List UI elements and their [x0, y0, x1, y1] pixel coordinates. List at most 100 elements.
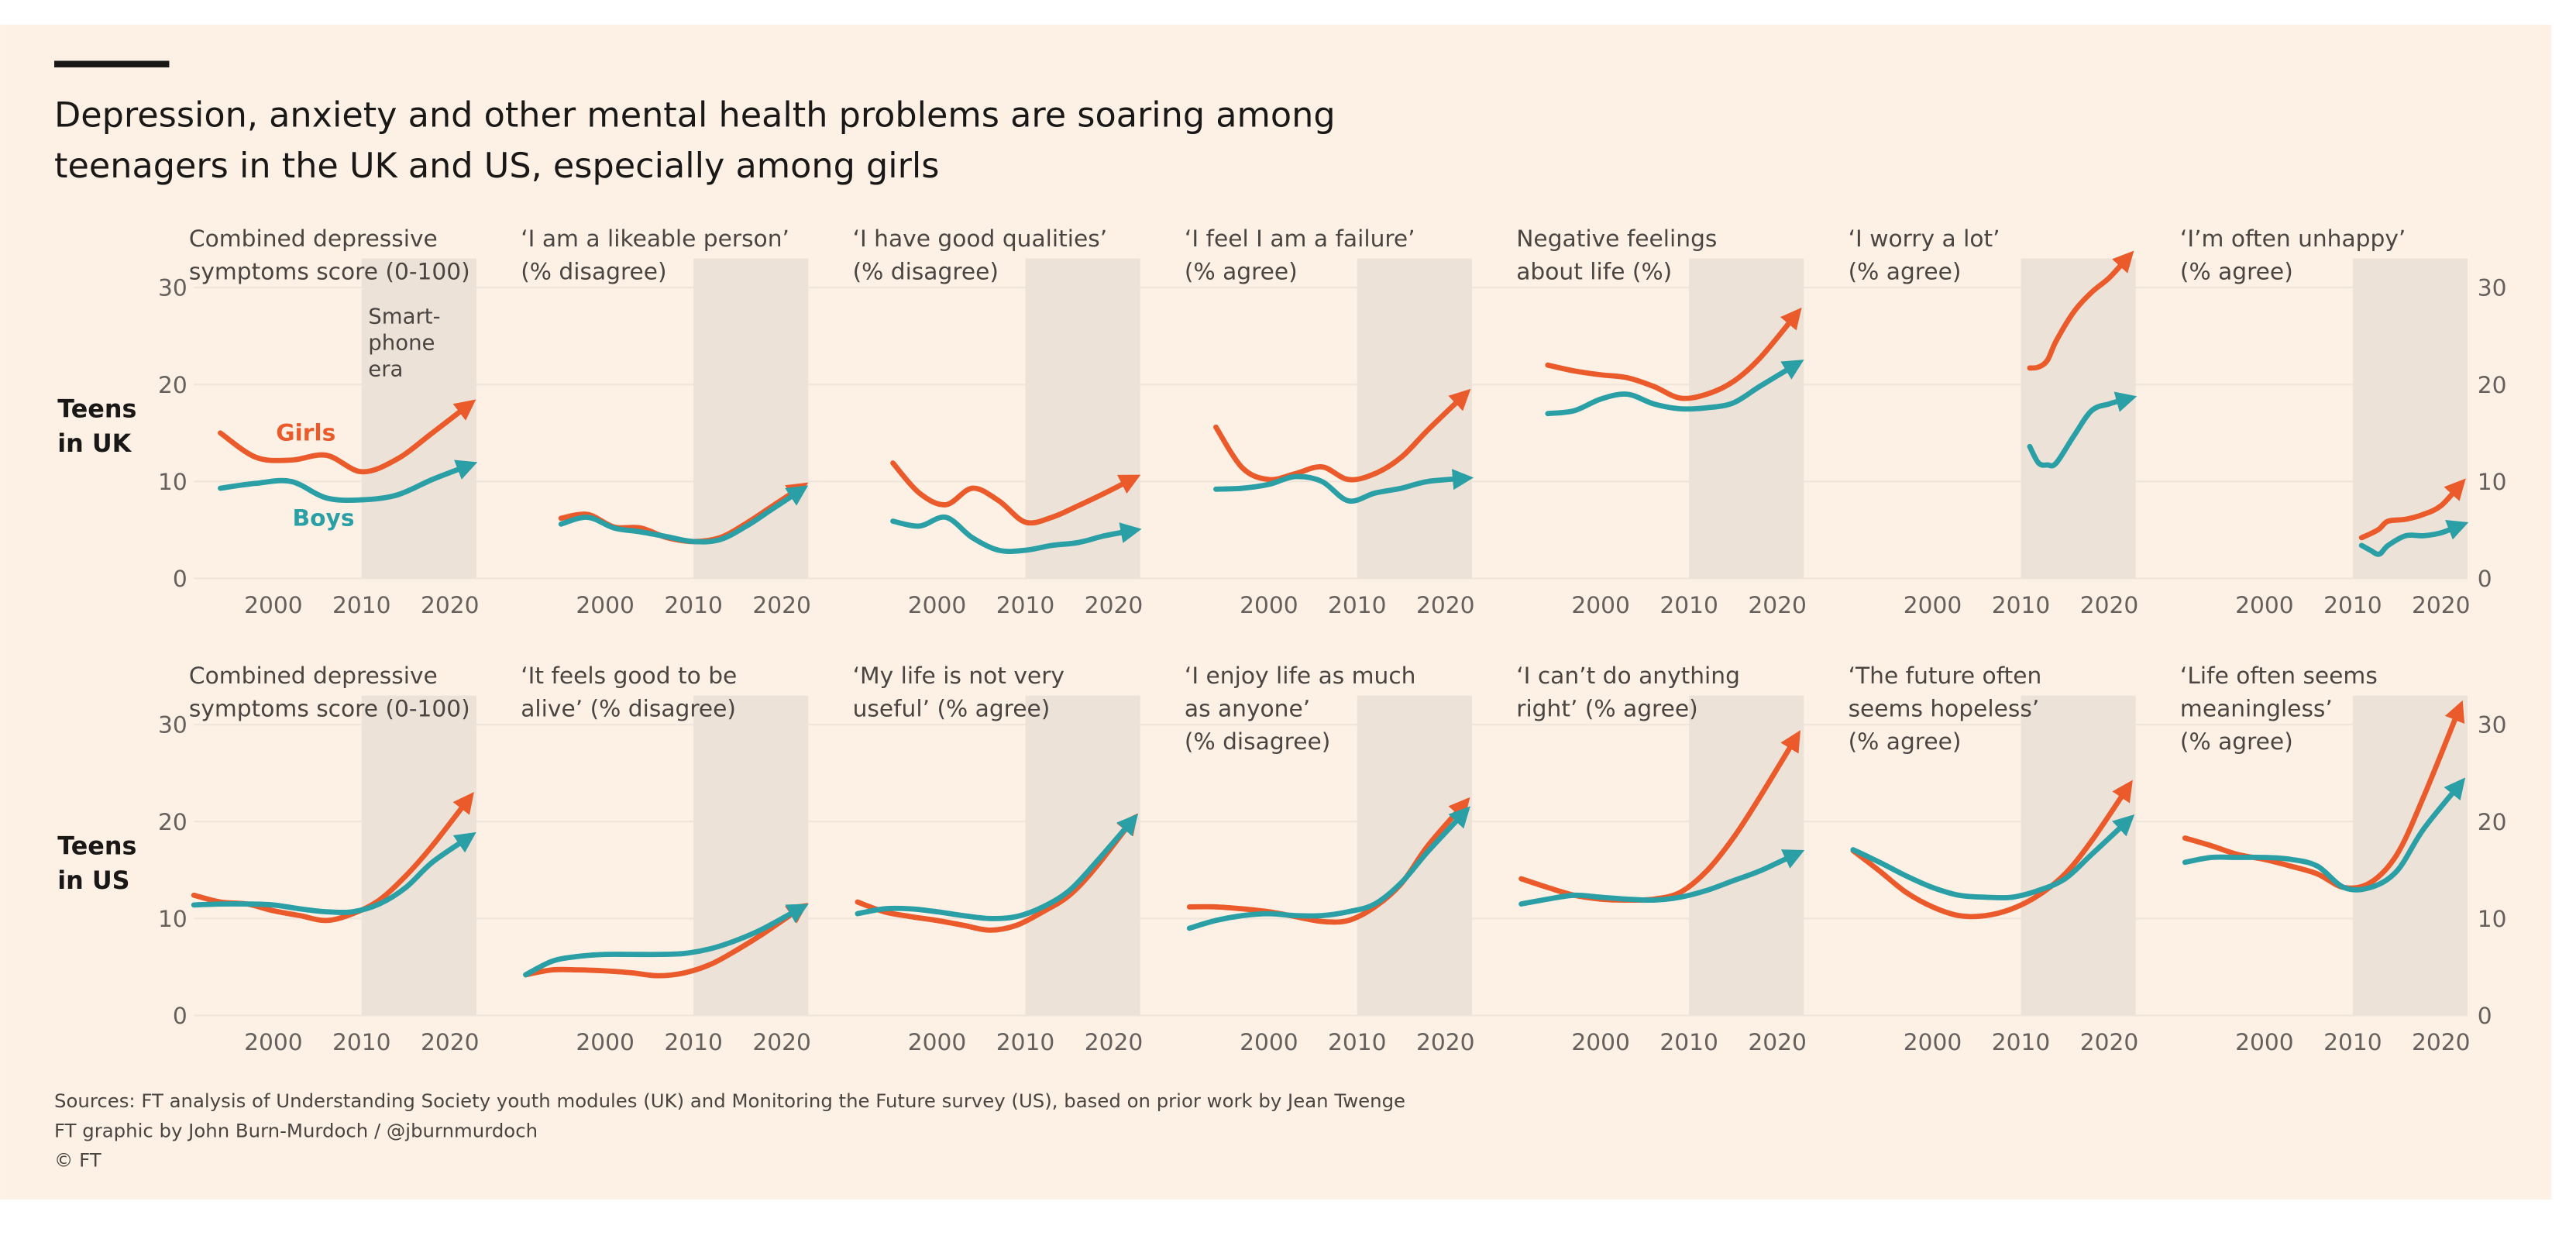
y-tick-label: 20 — [2478, 371, 2507, 398]
annotation: era — [368, 357, 403, 382]
x-tick-label: 2010 — [1992, 591, 2051, 618]
chart-title: teenagers in the UK and US, especially a… — [54, 146, 939, 186]
y-tick-label: 20 — [158, 371, 187, 398]
series-line — [1186, 806, 1470, 931]
series-line — [1213, 469, 1474, 504]
series-line — [1545, 360, 1804, 417]
y-tick-label: 30 — [158, 711, 187, 738]
highlight-band — [361, 695, 476, 1016]
panel-title: (% disagree) — [521, 257, 666, 284]
panel-title: ‘I am a likeable person’ — [521, 225, 789, 252]
x-tick-label: 2020 — [2080, 1028, 2139, 1055]
panel-title: useful’ (% agree) — [853, 695, 1051, 722]
x-tick-label: 2010 — [2323, 1028, 2382, 1055]
series-line — [890, 514, 1142, 554]
x-tick-label: 2020 — [421, 591, 480, 618]
highlight-band — [1357, 258, 1472, 579]
panel-title: meaningless’ — [2180, 695, 2333, 722]
panel-title: as anyone’ — [1185, 695, 1310, 722]
x-tick-label: 2010 — [664, 591, 723, 618]
x-tick-label: 2010 — [1328, 1028, 1387, 1055]
y-tick-label: 0 — [2478, 1002, 2492, 1029]
x-tick-label: 2000 — [908, 1028, 967, 1055]
x-tick-label: 2020 — [752, 591, 811, 618]
y-tick-label: 30 — [2478, 274, 2507, 301]
highlight-band — [1689, 258, 1804, 579]
x-tick-label: 2020 — [1416, 591, 1475, 618]
highlight-band — [1689, 695, 1804, 1016]
panel-title: symptoms score (0-100) — [189, 257, 470, 284]
y-tick-label: 20 — [158, 808, 187, 835]
panel-title: symptoms score (0-100) — [189, 695, 470, 722]
x-tick-label: 2010 — [1659, 1028, 1718, 1055]
x-tick-label: 2000 — [908, 591, 967, 618]
panel-title: ‘I can’t do anything — [1516, 662, 1740, 689]
x-tick-label: 2020 — [1416, 1028, 1475, 1055]
x-tick-label: 2000 — [2235, 1028, 2294, 1055]
panel-title: seems hopeless’ — [1849, 695, 2040, 722]
series-line — [855, 813, 1139, 921]
series-line — [2027, 391, 2137, 469]
panel-title: ‘I enjoy life as much — [1185, 662, 1416, 689]
series-line — [218, 399, 476, 475]
x-tick-label: 2010 — [996, 591, 1055, 618]
panel-title: ‘I feel I am a failure’ — [1185, 225, 1415, 252]
panel-title: ‘The future often — [1849, 662, 2042, 689]
x-tick-label: 2010 — [664, 1028, 723, 1055]
x-tick-label: 2000 — [244, 591, 303, 618]
panel-title: about life (%) — [1516, 257, 1672, 284]
panel-title: (% agree) — [1849, 728, 1962, 755]
series-line — [1518, 849, 1805, 907]
series-line — [2358, 478, 2466, 541]
panel-title: ‘My life is not very — [853, 662, 1064, 689]
y-tick-label: 20 — [2478, 808, 2507, 835]
panel-title: ‘I’m often unhappy’ — [2180, 225, 2406, 252]
series-label: Girls — [276, 418, 335, 446]
x-tick-label: 2020 — [2412, 591, 2471, 618]
series-line — [191, 831, 476, 915]
x-tick-label: 2020 — [1085, 591, 1144, 618]
highlight-band — [693, 695, 809, 1016]
series-line — [523, 904, 809, 978]
x-tick-label: 2010 — [1659, 591, 1718, 618]
x-tick-label: 2000 — [2235, 591, 2294, 618]
row-label: Teens — [57, 395, 136, 424]
x-tick-label: 2020 — [1748, 591, 1807, 618]
x-tick-label: 2000 — [1240, 591, 1298, 618]
series-line — [523, 903, 809, 979]
series-line — [1850, 814, 2135, 900]
series-line — [1213, 388, 1471, 483]
annotation: phone — [368, 331, 435, 356]
x-tick-label: 2010 — [1992, 1028, 2051, 1055]
y-tick-label: 10 — [2478, 905, 2507, 932]
title-bar — [54, 60, 170, 67]
panel-title: Negative feelings — [1516, 225, 1717, 252]
footer-note: FT graphic by John Burn-Murdoch / @jburn… — [54, 1119, 538, 1141]
x-tick-label: 2000 — [576, 1028, 635, 1055]
x-tick-label: 2010 — [332, 591, 391, 618]
x-tick-label: 2000 — [576, 591, 635, 618]
x-tick-label: 2020 — [2412, 1028, 2471, 1055]
highlight-band — [693, 258, 809, 579]
panel-title: (% agree) — [1849, 257, 1962, 284]
panel-title: (% agree) — [2180, 257, 2293, 284]
y-tick-label: 30 — [2478, 711, 2507, 738]
x-tick-label: 2020 — [752, 1028, 811, 1055]
y-tick-label: 10 — [2478, 468, 2507, 495]
x-tick-label: 2000 — [1904, 1028, 1962, 1055]
footer-note: © FT — [54, 1149, 101, 1172]
y-tick-label: 10 — [158, 905, 187, 932]
series-line — [218, 460, 478, 503]
series-line — [2182, 777, 2466, 893]
panel-title: ‘I have good qualities’ — [853, 225, 1108, 252]
panel-title: ‘Life often seems — [2180, 662, 2378, 689]
highlight-band — [2021, 258, 2136, 579]
x-tick-label: 2020 — [1085, 1028, 1144, 1055]
x-tick-label: 2000 — [1571, 1028, 1630, 1055]
highlight-band — [1357, 695, 1472, 1016]
x-tick-label: 2010 — [996, 1028, 1055, 1055]
x-tick-label: 2000 — [244, 1028, 303, 1055]
panel-title: Combined depressive — [189, 225, 438, 252]
series-line — [2027, 250, 2134, 371]
